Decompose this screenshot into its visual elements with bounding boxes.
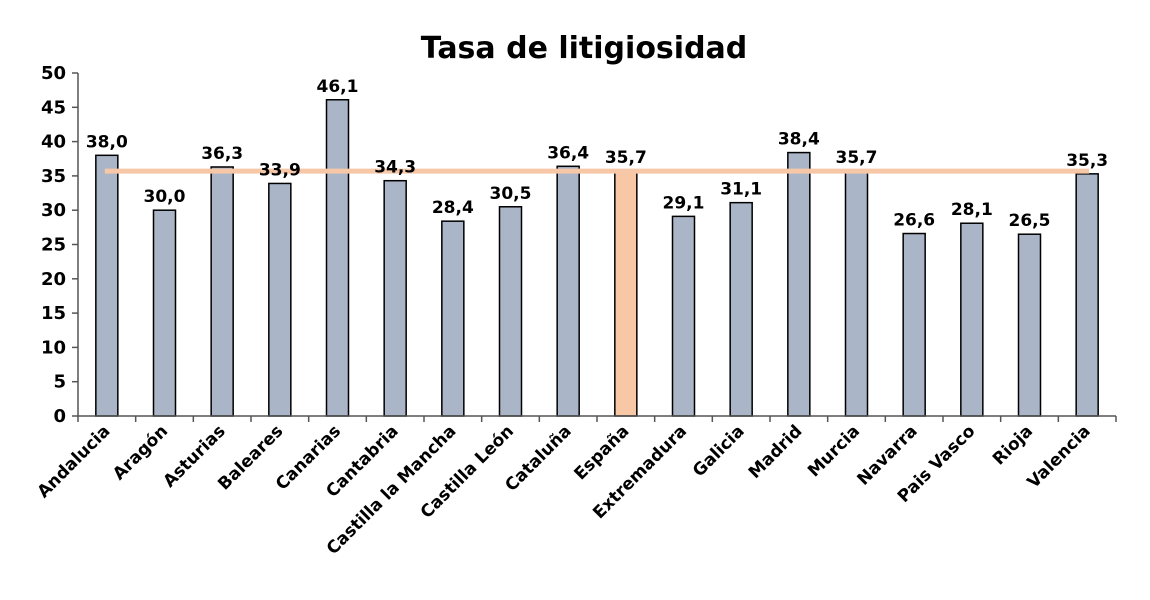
bar-region [960, 222, 984, 417]
y-tick-label: 15 [41, 303, 66, 324]
x-axis: AndaluciaAragónAsturiasBalearesCanariasC… [34, 415, 1117, 559]
data-label: 33,9 [259, 160, 301, 180]
data-label: 30,5 [490, 184, 532, 204]
bar-region [268, 182, 292, 417]
y-tick-label: 30 [41, 200, 66, 221]
data-label: 30,0 [144, 187, 186, 207]
data-label: 38,0 [86, 132, 128, 152]
bar-region [844, 170, 869, 417]
bars [95, 99, 1099, 417]
data-label: 35,7 [605, 148, 647, 168]
data-label: 28,1 [951, 200, 993, 220]
x-tick-label: Valencia [1024, 421, 1095, 492]
chart-title: Tasa de litigiosidad [421, 31, 748, 66]
bar-region [95, 154, 119, 417]
data-label: 35,3 [1066, 151, 1108, 171]
x-tick-label: Rioja [989, 421, 1037, 469]
data-label: 36,4 [547, 143, 589, 163]
bar-region [1075, 173, 1099, 417]
data-label: 29,1 [663, 193, 705, 213]
y-tick-label: 20 [41, 269, 66, 290]
bar-region [556, 165, 580, 417]
y-tick-label: 5 [53, 372, 66, 393]
bar-region [729, 201, 753, 417]
y-tick-label: 50 [41, 63, 66, 84]
bar-region [787, 151, 811, 417]
y-tick-label: 35 [41, 166, 66, 187]
bar-region [441, 220, 465, 417]
data-labels: 38,0 30,0 36,3 33,9 46,1 34,3 28,4 30,5 36,4 35,7… [86, 77, 1108, 231]
y-axis: 0 5 10 15 20 25 30 35 40 45 50 [41, 63, 79, 427]
x-tick-label: Murcia [804, 421, 864, 481]
x-tick-label: Andalucia [34, 421, 115, 502]
x-tick-label: Galicia [689, 421, 749, 481]
bar-region [210, 166, 234, 417]
data-label: 31,1 [720, 180, 762, 200]
y-tick-label: 40 [41, 132, 66, 153]
bar-region [152, 209, 177, 417]
data-label: 36,3 [201, 144, 243, 164]
bar-highlight [614, 170, 638, 417]
y-tick-label: 25 [41, 235, 66, 256]
y-tick-label: 45 [41, 97, 66, 118]
bar-region [325, 99, 350, 417]
data-label: 38,4 [778, 130, 820, 150]
bar-region [498, 206, 523, 417]
y-tick-label: 0 [53, 406, 66, 427]
data-label: 28,4 [432, 198, 474, 218]
data-label: 34,3 [374, 158, 416, 178]
x-tick-label: Madrid [745, 421, 806, 482]
data-label: 26,5 [1009, 211, 1051, 231]
data-label: 26,6 [893, 211, 935, 231]
bar-region [671, 215, 696, 417]
bar-region [902, 232, 926, 417]
y-tick-label: 10 [41, 337, 66, 358]
data-label: 35,7 [836, 148, 878, 168]
bar-region [383, 179, 407, 417]
data-label: 46,1 [317, 77, 359, 97]
bar-region [1017, 233, 1042, 417]
